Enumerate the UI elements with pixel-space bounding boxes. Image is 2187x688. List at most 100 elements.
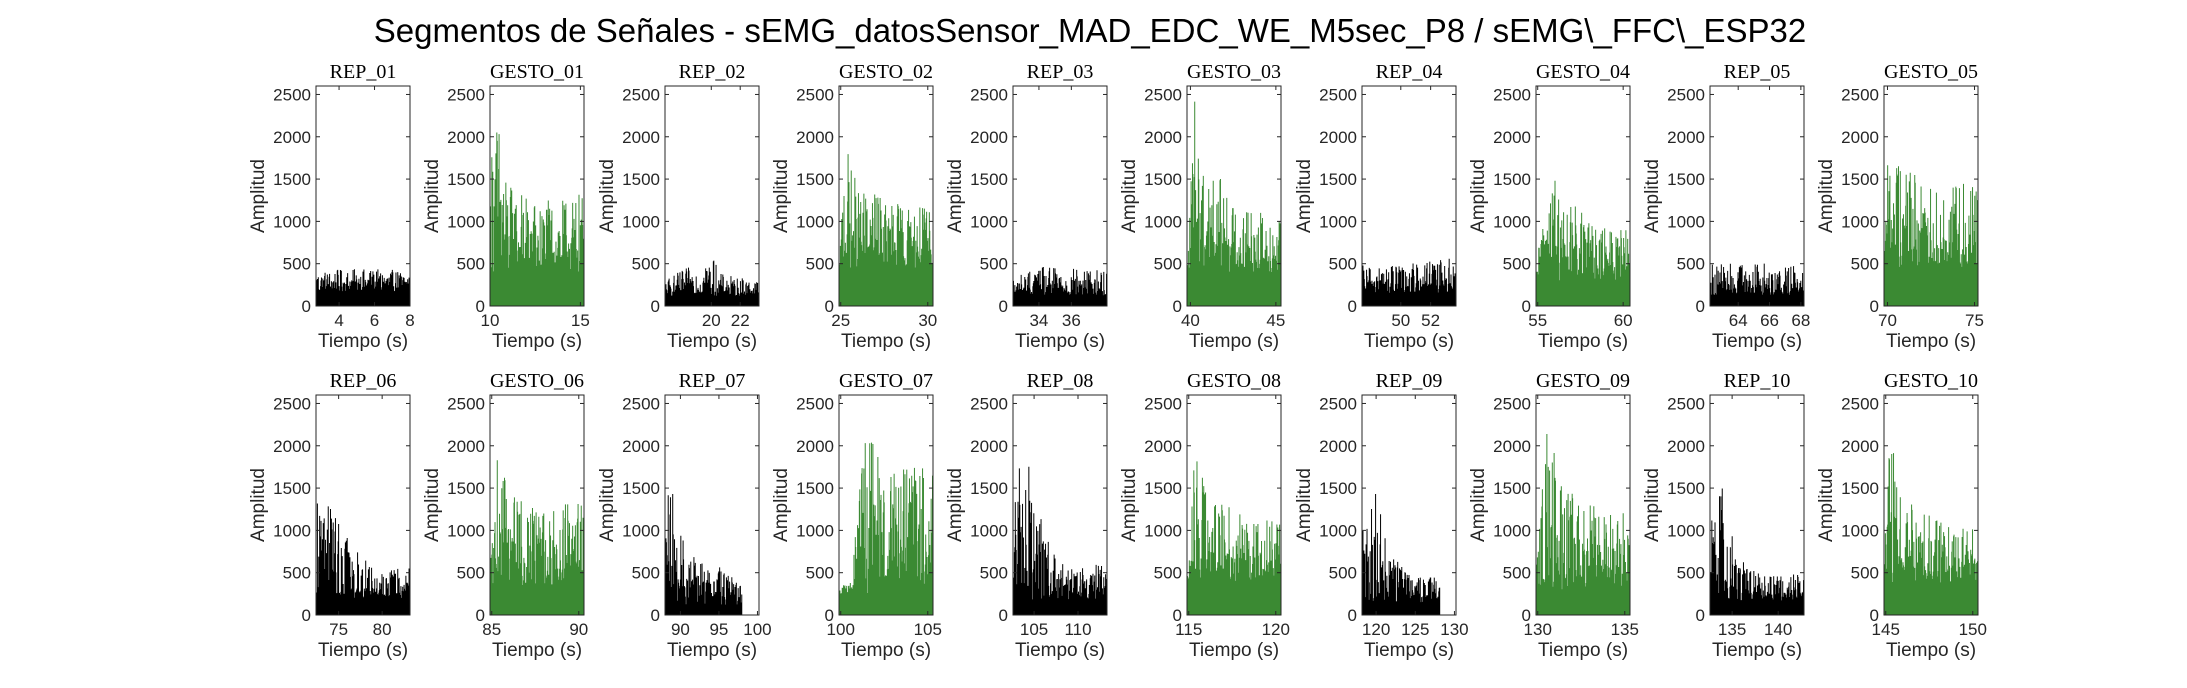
y-axis-label: Amplitud — [422, 468, 443, 542]
y-tick-label: 0 — [1522, 606, 1531, 625]
subplot-gesto-07: 0 500 1000 1500 2000 2500 100 105 GESTO_07 Tiempo… — [771, 370, 942, 661]
plot-area — [1710, 395, 1804, 615]
x-tick-label: 68 — [1791, 311, 1810, 330]
y-tick-label: 2500 — [447, 85, 485, 104]
x-axis-label: Tiempo (s) — [1712, 640, 1802, 661]
y-tick-label: 1500 — [447, 479, 485, 498]
y-tick-label: 2000 — [622, 128, 660, 147]
y-tick-label: 1000 — [1319, 521, 1357, 540]
y-tick-label: 2000 — [447, 128, 485, 147]
y-tick-label: 0 — [825, 297, 834, 316]
axes-box — [664, 85, 760, 307]
y-tick-label: 1000 — [1841, 521, 1879, 540]
subplot-rep-07: 0 500 1000 1500 2000 2500 90 95 100 REP_07 Tiempo … — [597, 370, 772, 661]
x-axis-label: Tiempo (s) — [1886, 331, 1976, 352]
y-tick-label: 500 — [806, 255, 834, 274]
axes-box — [1186, 85, 1282, 307]
y-tick-label: 500 — [1154, 255, 1182, 274]
x-tick-label: 135 — [1718, 620, 1746, 639]
x-tick-label: 125 — [1401, 620, 1429, 639]
subplot-title: GESTO_02 — [839, 61, 933, 83]
x-tick-label: 20 — [702, 311, 721, 330]
x-axis-label: Tiempo (s) — [841, 331, 931, 352]
subplot-gesto-06: 0 500 1000 1500 2000 2500 85 90 GESTO_06 Tiempo (… — [422, 370, 588, 661]
y-tick-label: 2500 — [273, 85, 311, 104]
subplot-title: REP_01 — [330, 61, 397, 83]
y-tick-label: 0 — [1696, 606, 1705, 625]
y-tick-label: 0 — [999, 297, 1008, 316]
subplot-rep-01: 0 500 1000 1500 2000 2500 4 6 8 REP_01 Tiempo (s) A… — [248, 61, 415, 352]
subplot-gesto-08: 0 500 1000 1500 2000 2500 115 120 GESTO_08 Tiempo… — [1119, 370, 1290, 661]
x-tick-label: 75 — [1965, 311, 1984, 330]
axes-box — [489, 85, 585, 307]
y-tick-label: 2000 — [1144, 128, 1182, 147]
x-tick-label: 140 — [1764, 620, 1792, 639]
y-tick-label: 0 — [1173, 606, 1182, 625]
y-tick-label: 2500 — [273, 394, 311, 413]
axes-box — [1361, 394, 1457, 616]
y-axis-label: Amplitud — [1294, 468, 1315, 542]
subplot-title: GESTO_05 — [1884, 61, 1978, 83]
y-tick-label: 500 — [457, 564, 485, 583]
x-tick-label: 85 — [482, 620, 501, 639]
y-tick-label: 1000 — [970, 212, 1008, 231]
x-tick-label: 36 — [1062, 311, 1081, 330]
subplot-title: REP_06 — [330, 370, 397, 392]
y-tick-label: 500 — [1677, 255, 1705, 274]
y-tick-label: 500 — [457, 255, 485, 274]
y-tick-label: 500 — [283, 564, 311, 583]
axes-box — [1361, 85, 1457, 307]
y-tick-label: 1000 — [1667, 212, 1705, 231]
x-tick-label: 6 — [370, 311, 379, 330]
x-tick-label: 95 — [709, 620, 728, 639]
figure-title: Segmentos de Señales - sEMG_datosSensor_… — [374, 12, 1806, 49]
y-tick-label: 0 — [302, 297, 311, 316]
plot-area — [665, 86, 759, 306]
x-tick-label: 66 — [1760, 311, 1779, 330]
y-tick-label: 1000 — [1493, 212, 1531, 231]
subplot-title: REP_08 — [1027, 370, 1094, 392]
y-tick-label: 0 — [1173, 297, 1182, 316]
y-tick-label: 2000 — [1841, 128, 1879, 147]
y-axis-label: Amplitud — [248, 468, 269, 542]
y-tick-label: 0 — [1348, 606, 1357, 625]
x-axis-label: Tiempo (s) — [1886, 640, 1976, 661]
y-tick-label: 1000 — [622, 212, 660, 231]
subplot-gesto-04: 0 500 1000 1500 2000 2500 55 60 GESTO_04 Tiempo (… — [1468, 61, 1633, 352]
y-tick-label: 500 — [1677, 564, 1705, 583]
x-tick-label: 80 — [373, 620, 392, 639]
subplot-rep-02: 0 500 1000 1500 2000 2500 20 22 REP_02 Tiempo (s)… — [597, 61, 760, 352]
axes-box — [1012, 394, 1108, 616]
y-tick-label: 2500 — [970, 394, 1008, 413]
y-tick-label: 1000 — [447, 521, 485, 540]
x-tick-label: 4 — [334, 311, 343, 330]
y-tick-label: 2500 — [622, 394, 660, 413]
y-tick-label: 0 — [999, 606, 1008, 625]
y-tick-label: 1000 — [622, 521, 660, 540]
x-tick-label: 40 — [1181, 311, 1200, 330]
y-tick-label: 1500 — [273, 170, 311, 189]
x-tick-label: 75 — [329, 620, 348, 639]
y-tick-label: 500 — [1329, 564, 1357, 583]
subplot-title: REP_05 — [1724, 61, 1791, 83]
x-tick-label: 70 — [1878, 311, 1897, 330]
x-axis-label: Tiempo (s) — [1712, 331, 1802, 352]
axes-box — [315, 85, 411, 307]
y-tick-label: 1500 — [796, 170, 834, 189]
y-tick-label: 2000 — [1667, 128, 1705, 147]
y-tick-label: 500 — [806, 564, 834, 583]
y-tick-label: 1500 — [1841, 479, 1879, 498]
x-axis-label: Tiempo (s) — [667, 640, 757, 661]
axes-box — [1186, 394, 1282, 616]
y-tick-label: 1000 — [1493, 521, 1531, 540]
y-tick-label: 1000 — [1667, 521, 1705, 540]
y-axis-label: Amplitud — [1816, 468, 1837, 542]
y-tick-label: 1500 — [1841, 170, 1879, 189]
y-tick-label: 1500 — [622, 170, 660, 189]
y-tick-label: 2500 — [447, 394, 485, 413]
x-axis-label: Tiempo (s) — [841, 640, 931, 661]
subplot-gesto-03: 0 500 1000 1500 2000 2500 40 45 GESTO_03 Tiempo (… — [1119, 61, 1285, 352]
y-tick-label: 1500 — [1667, 479, 1705, 498]
y-tick-label: 1000 — [1841, 212, 1879, 231]
x-axis-label: Tiempo (s) — [1189, 331, 1279, 352]
